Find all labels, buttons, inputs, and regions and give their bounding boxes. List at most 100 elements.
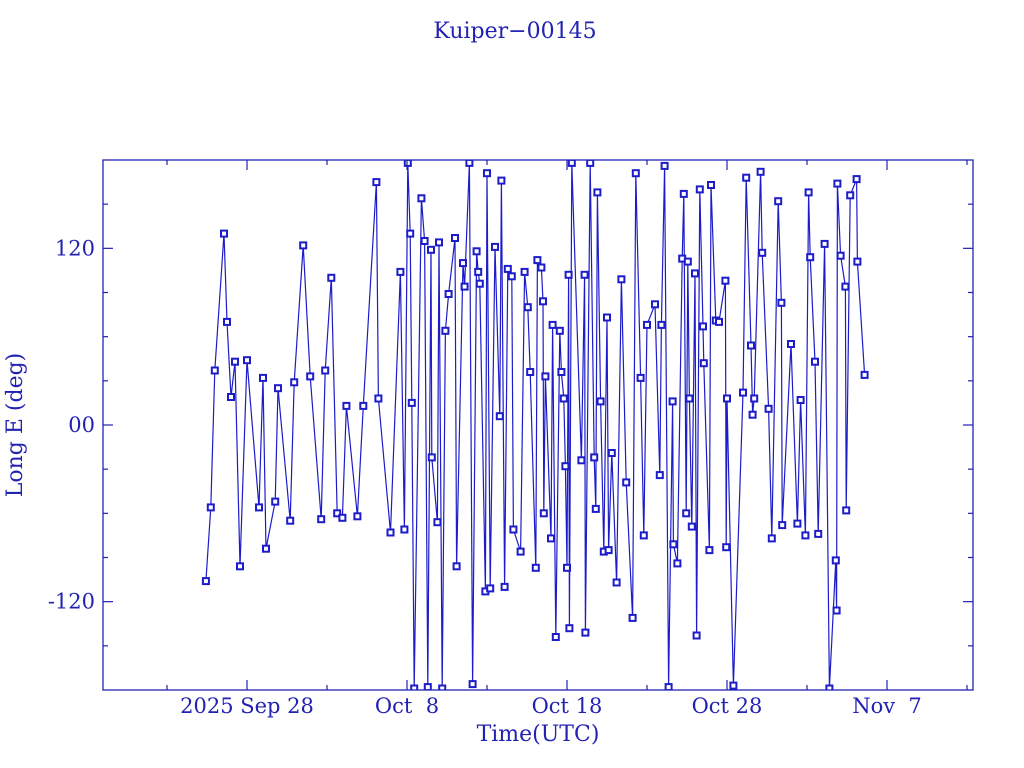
x-tick-label: Oct 8 xyxy=(375,694,439,718)
data-point-marker xyxy=(682,509,691,518)
data-point-marker xyxy=(327,273,336,282)
data-point-marker xyxy=(591,504,600,513)
data-point-marker xyxy=(564,270,573,279)
data-point-marker xyxy=(441,326,450,335)
data-point-marker xyxy=(262,544,270,553)
data-point-marker xyxy=(486,584,495,593)
data-point-marker xyxy=(548,320,557,329)
data-point-marker xyxy=(590,453,599,462)
data-point-marker xyxy=(777,298,786,307)
data-point-marker xyxy=(243,356,251,365)
data-point-marker xyxy=(764,404,773,413)
data-point-marker xyxy=(750,394,759,403)
data-point-marker xyxy=(231,357,239,366)
data-point-marker xyxy=(236,562,244,571)
data-point-marker xyxy=(403,160,412,167)
data-point-marker xyxy=(833,179,842,188)
data-point-marker xyxy=(206,503,215,512)
data-point-marker xyxy=(227,393,235,401)
data-point-marker xyxy=(526,368,535,376)
data-point-marker xyxy=(691,269,699,278)
tick-labels: 2025 Sep 28 Oct 8 Oct 18 Oct 28 Nov 7 120 00 -1… xyxy=(48,236,922,718)
data-point-marker xyxy=(223,317,231,326)
data-point-marker xyxy=(507,272,516,281)
data-point-marker xyxy=(836,251,845,260)
data-point-marker xyxy=(423,683,432,690)
data-point-marker xyxy=(539,297,547,306)
y-tick-label: -120 xyxy=(48,590,95,614)
data-point-marker xyxy=(793,519,802,528)
data-point-marker xyxy=(643,320,651,329)
data-point-marker xyxy=(841,282,850,291)
data-point-marker xyxy=(852,175,861,184)
y-axis-label: Long E (deg) xyxy=(3,353,28,498)
data-point-marker xyxy=(299,241,308,250)
data-point-marker xyxy=(516,547,525,556)
data-point-marker xyxy=(523,303,532,312)
data-point-marker xyxy=(669,540,678,549)
data-point-marker xyxy=(707,181,715,189)
data-point-marker xyxy=(386,528,395,537)
data-point-marker xyxy=(655,471,664,480)
data-point-marker xyxy=(593,188,602,197)
data-point-marker xyxy=(465,160,474,167)
data-point-marker xyxy=(842,506,851,515)
data-point-marker xyxy=(651,300,659,309)
data-point-marker xyxy=(374,394,383,403)
y-tick-label: 120 xyxy=(55,236,95,260)
data-point-marker xyxy=(565,624,574,633)
data-point-marker xyxy=(636,373,645,382)
x-axis-label: Time(UTC) xyxy=(477,722,600,747)
data-point-marker xyxy=(417,194,426,203)
data-point-marker xyxy=(739,388,747,397)
data-point-marker xyxy=(603,313,611,322)
data-point-marker xyxy=(747,341,755,350)
data-point-marker xyxy=(758,248,767,257)
data-point-marker xyxy=(259,373,267,382)
data-point-marker xyxy=(338,513,347,522)
data-point-marker xyxy=(721,276,730,285)
data-point-marker xyxy=(557,368,566,376)
data-point-marker xyxy=(509,525,518,534)
data-point-marker xyxy=(723,394,731,403)
data-point-marker xyxy=(274,384,282,393)
data-point-marker xyxy=(622,478,631,487)
data-point-marker xyxy=(811,357,819,366)
data-point-marker xyxy=(787,340,795,348)
data-point-marker xyxy=(483,169,491,178)
data-point-marker xyxy=(774,197,783,206)
data-point-marker xyxy=(427,245,435,254)
data-point-marker xyxy=(201,577,210,586)
y-tick-label: 00 xyxy=(68,413,95,437)
data-point-marker xyxy=(742,173,751,182)
data-point-marker xyxy=(679,189,688,198)
data-point-marker xyxy=(321,366,330,375)
data-point-marker xyxy=(825,684,834,690)
data-point-marker xyxy=(333,509,342,518)
x-tick-label: Nov 7 xyxy=(852,694,922,718)
data-point-marker xyxy=(460,282,469,291)
data-point-marker xyxy=(628,613,637,622)
data-point-marker xyxy=(551,633,560,641)
data-point-marker xyxy=(459,259,467,268)
data-point-marker xyxy=(475,279,484,288)
data-point-marker xyxy=(474,267,483,276)
x-tick-label: Oct 28 xyxy=(692,694,763,718)
data-point-marker xyxy=(406,229,415,238)
data-point-marker xyxy=(547,534,555,543)
data-point-marker xyxy=(210,366,219,375)
data-point-marker xyxy=(577,456,586,465)
data-point-marker xyxy=(683,257,692,266)
data-point-marker xyxy=(290,378,299,387)
data-point-marker xyxy=(685,394,694,403)
data-point-marker xyxy=(657,320,666,329)
data-point-marker xyxy=(220,229,228,238)
data-point-marker xyxy=(820,239,829,248)
data-point-marker xyxy=(687,522,696,531)
data-point-marker xyxy=(804,188,813,197)
data-point-marker xyxy=(342,401,351,410)
data-point-marker xyxy=(639,531,648,540)
data-point-marker xyxy=(359,401,368,410)
